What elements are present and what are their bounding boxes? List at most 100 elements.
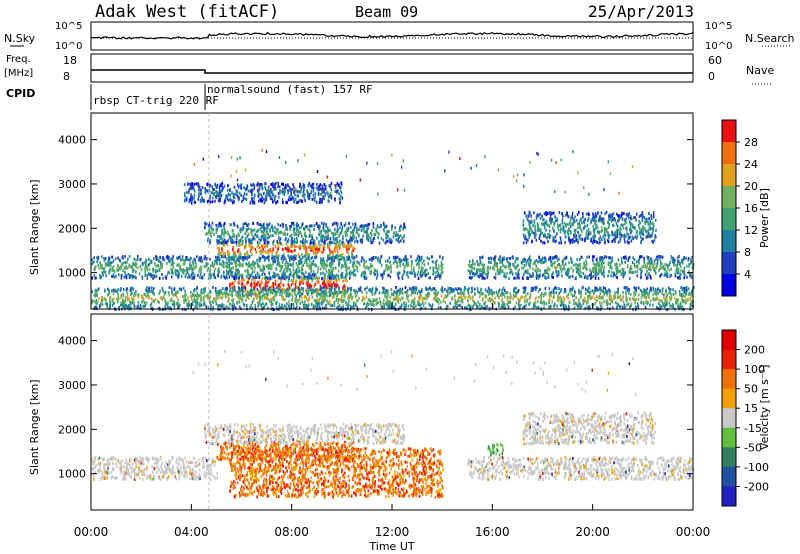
power-cell [252,275,254,279]
power-cell [329,251,332,255]
power-cell [249,274,252,278]
power-cell [307,287,310,291]
power-cell [596,230,599,234]
power-cell [320,229,323,233]
power-cell [176,256,178,260]
power-cell [501,258,504,262]
power-cell [582,226,585,230]
power-cell [334,255,336,259]
power-cell [237,294,239,298]
power-cell [216,193,219,197]
power-cell [262,225,265,229]
power-cell [403,264,406,268]
power-cell [262,229,265,233]
power-cell [299,199,301,203]
power-cell [324,263,327,267]
power-cell [515,272,517,276]
power-cell [331,267,333,271]
power-cell [381,273,384,277]
freq-tick-bottom: 8 [63,70,70,83]
power-cell [365,224,368,228]
power-cell [380,273,382,277]
power-cell [362,234,364,238]
power-cell [612,212,615,216]
power-cell [548,305,550,309]
power-cell [417,261,419,265]
power-cell [295,254,297,258]
power-cell [691,265,694,269]
power-cell [296,270,298,274]
power-cell [593,215,596,219]
power-cell [564,235,567,239]
power-cell [657,298,660,302]
power-cell [629,222,632,226]
power-cell [524,270,526,274]
power-cell [331,258,334,262]
power-cell [328,245,331,249]
power-cell [255,250,258,254]
power-cell [668,264,670,268]
power-cell [509,256,512,260]
power-cell [385,236,387,240]
power-cell [633,298,635,302]
power-cell [384,225,387,229]
power-cell [622,270,624,274]
power-cell [194,260,197,264]
power-cell [288,186,291,190]
power-cell [417,263,420,267]
station-title: Adak West (fitACF) [95,2,279,22]
power-cell [338,291,341,295]
power-cell [560,287,563,291]
power-cell [651,265,654,269]
power-cell [617,219,619,223]
power-cell [593,228,596,232]
power-cell [426,268,428,272]
power-cell [341,228,343,232]
power-cell [341,237,344,241]
power-cell [594,297,596,301]
power-cell [329,252,331,256]
power-cell [321,265,323,269]
power-cell [94,265,97,269]
power-cell [108,271,110,275]
power-cell [397,233,399,237]
power-cell [625,234,627,238]
power-cell [203,264,206,268]
power-cell [226,269,228,273]
power-cell [239,256,242,260]
power-cell [233,260,236,264]
power-cell [264,236,267,240]
power-cell [307,281,309,285]
power-cell [332,232,335,236]
power-cell [340,257,342,261]
power-cell [371,256,373,260]
power-cell [267,257,270,261]
power-cell [660,273,663,277]
power-cell [532,272,534,276]
power-cell [366,233,368,237]
power-cell [604,233,607,237]
power-cell [539,269,541,273]
power-cell [555,266,557,270]
power-cell [247,291,249,295]
power-cell [206,222,208,226]
power-cell [287,279,290,283]
power-cell [263,222,265,226]
power-cell [295,275,298,279]
power-cell [429,276,431,280]
power-cell [418,266,420,270]
power-cell [644,265,646,269]
power-cell [322,298,324,302]
power-cell [216,246,219,250]
power-cell [278,185,281,189]
power-cell [586,275,588,279]
power-cell [363,275,365,279]
power-cell [227,239,229,243]
power-cell [108,257,110,261]
power-cell [265,193,268,197]
power-cell [301,240,304,244]
power-cell [329,236,332,240]
power-cell [312,182,315,186]
power-cell [506,260,509,264]
power-cell [525,241,528,245]
